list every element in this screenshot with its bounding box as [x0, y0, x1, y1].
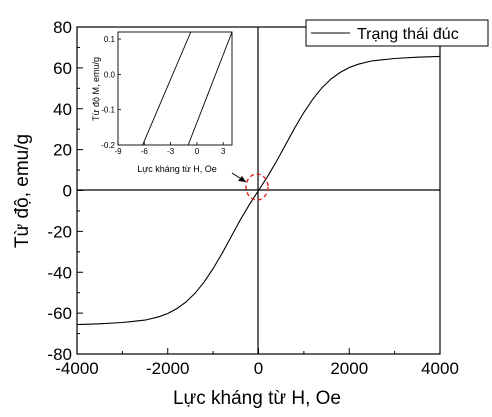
inset-x-tick-label: 0 [195, 147, 200, 156]
inset-x-tick-label: 3 [221, 147, 226, 156]
zoom-arrow-head [238, 176, 246, 182]
inset-y-tick-label: -0.1 [101, 106, 115, 115]
inset-plot: 0.1 0.0 -0.1 -0.2 -9 -6 -3 0 3 Lực kháng từ H, … [91, 32, 232, 174]
inset-y-axis-title: Từ độ M, emu/g [91, 57, 101, 121]
y-tick-label: 80 [53, 18, 72, 37]
legend-label-main: Trạng thái đúc [357, 26, 459, 43]
y-tick-label: -20 [47, 222, 72, 241]
x-tick-label: -4000 [55, 359, 98, 378]
y-tick-label: 40 [53, 100, 72, 119]
inset-frame [118, 32, 232, 145]
inset-y-tick-label: 0.1 [104, 35, 116, 44]
y-tick-label: -60 [47, 304, 72, 323]
inset-y-tick-label: -0.2 [101, 141, 115, 150]
x-tick-label: 4000 [421, 359, 459, 378]
inset-x-axis-title: Lực kháng từ H, Oe [137, 164, 217, 174]
x-tick-label: -2000 [146, 359, 189, 378]
inset-x-tick-label: -9 [114, 147, 122, 156]
x-axis-title: Lực kháng từ H, Oe [173, 388, 341, 409]
zoom-circle-marker [246, 174, 268, 200]
y-tick-label: 20 [53, 141, 72, 160]
x-tick-label: 2000 [330, 359, 368, 378]
inset-x-tick-label: -6 [141, 147, 149, 156]
inset-y-tick-label: 0.0 [104, 70, 116, 79]
legend: Trạng thái đúc [306, 20, 488, 46]
x-axis: -4000 -2000 0 2000 4000 [55, 348, 459, 378]
y-tick-label: 0 [63, 182, 72, 201]
x-tick-label: 0 [254, 359, 263, 378]
y-axis-title: Từ độ, emu/g [12, 134, 33, 248]
inset-x-tick-label: -3 [167, 147, 175, 156]
y-tick-label: 60 [53, 59, 72, 78]
y-tick-label: -40 [47, 263, 72, 282]
